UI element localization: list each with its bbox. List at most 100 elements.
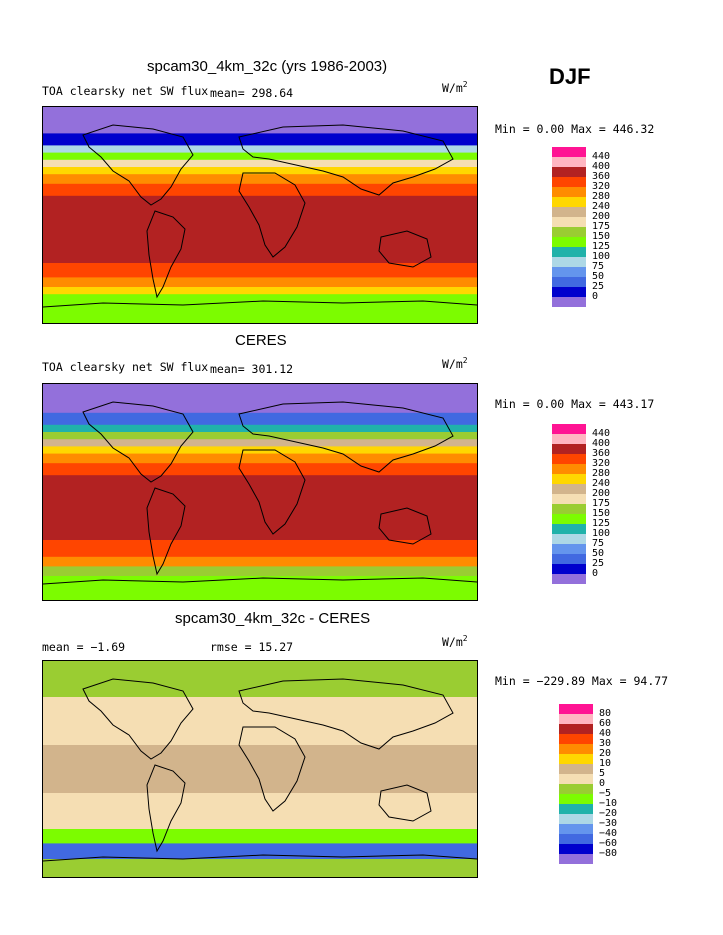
panel1-legend-swatch-9 [552,237,586,247]
panel1-legend-tick-label: 280 [592,191,611,202]
panel1-legend-swatch-4 [552,187,586,197]
panel1-band-4 [43,159,477,168]
panel1-legend-tick-label: 150 [592,231,611,242]
panel2-band-12 [43,576,477,600]
panel2-legend-swatch-6 [552,484,586,494]
panel2-legend-swatch-8 [552,504,586,514]
panel1-legend-swatch-15 [552,297,586,307]
panel2-legend-swatch-2 [552,444,586,454]
panel3-legend-swatch-10 [559,804,593,814]
panel1-legend-tick-label: 25 [592,281,605,292]
panel1-legend-swatch-1 [552,157,586,167]
season-label: DJF [549,64,591,89]
panel3-legend-tick-label: −10 [599,798,618,809]
panel2-legend-swatch-9 [552,514,586,524]
panel3-legend-swatch-14 [559,844,593,854]
panel2-title: CERES [235,332,287,349]
panel2-legend-swatch-12 [552,544,586,554]
panel3-mean: mean = −1.69 [42,640,126,654]
panel3-coastline-2 [238,678,454,750]
panel3-legend-swatch-4 [559,744,593,754]
panel1-legend-swatch-8 [552,227,586,237]
panel2-legend-tick-label: 200 [592,488,611,499]
panel3-legend-tick-label: 30 [599,738,612,749]
panel2-band-8 [43,475,477,541]
panel3-legend-swatch-13 [559,834,593,844]
panel1-band-1 [43,133,477,146]
panel2-legend-tick-label: 50 [592,548,605,559]
panel2-legend-swatch-0 [552,424,586,434]
panel1-mean: mean= 298.64 [210,86,294,100]
panel3-legend-tick-label: 80 [599,708,612,719]
panel3-legend-tick-label: −40 [599,828,618,839]
panel2-band-10 [43,556,477,567]
panel3-legend-swatch-1 [559,714,593,724]
panel2-legend-swatch-14 [552,564,586,574]
panel3-legend-tick-label: −30 [599,818,618,829]
panel1-legend-tick-label: 320 [592,181,611,192]
panel3-legend-swatch-11 [559,814,593,824]
panel1-legend-tick-label: 175 [592,221,611,232]
panel3-legend-swatch-3 [559,734,593,744]
panel3-legend-tick-label: 20 [599,748,612,759]
panel3-legend-tick-label: −60 [599,838,618,849]
panel3-band-6 [43,859,477,877]
panel2-mean: mean= 301.12 [210,362,294,376]
panel2-legend-swatch-7 [552,494,586,504]
panel3-band-1 [43,697,477,746]
panel1-legend-swatch-6 [552,207,586,217]
panel3-legend-tick-label: 10 [599,758,612,769]
panel3-legend-swatch-12 [559,824,593,834]
panel2-coastline-0 [82,401,194,483]
panel2-legend-swatch-3 [552,454,586,464]
panel2-legend-swatch-1 [552,434,586,444]
panel2-legend-tick-label: 440 [592,428,611,439]
panel2-legend-tick-label: 240 [592,478,611,489]
panel1-legend-swatch-3 [552,177,586,187]
panel3-legend-swatch-8 [559,784,593,794]
panel1-coastline-3 [238,172,306,258]
panel1-legend-tick-label: 100 [592,251,611,262]
panel2-variable: TOA clearsky net SW flux [42,360,209,374]
panel1-legend-tick-label: 75 [592,261,605,272]
panel2-coastline-3 [238,449,306,535]
panel1-legend-swatch-2 [552,167,586,177]
panel1-band-3 [43,152,477,161]
panel1-title: spcam30_4km_32c (yrs 1986-2003) [147,58,388,75]
panel3-legend-tick-label: 60 [599,718,612,729]
panel1-band-2 [43,145,477,154]
panel2-legend-swatch-13 [552,554,586,564]
panel2-map [42,383,478,601]
panel1-legend-swatch-13 [552,277,586,287]
panel2-legend-swatch-15 [552,574,586,584]
panel1-band-7 [43,183,477,197]
panel3-band-5 [43,843,477,860]
panel1-legend-tick-label: 200 [592,211,611,222]
panel1-legend-swatch-12 [552,267,586,277]
panel2-units: W/m2 [442,356,468,371]
panel1-legend: 440 400 360 320 280 240 200 175 150 125 100 75 50 25 0 [552,147,642,317]
panel2-legend-tick-label: 175 [592,498,611,509]
panel3-coastline-1 [146,764,186,853]
panel3-legend-tick-label: 40 [599,728,612,739]
panel1-legend-tick-label: 400 [592,161,611,172]
panel1-legend-tick-label: 240 [592,201,611,212]
panel3-heatmap [43,661,477,877]
panel3-legend-swatch-9 [559,794,593,804]
panel3-legend-swatch-15 [559,854,593,864]
panel2-legend-tick-label: 0 [592,568,599,579]
panel3-legend-tick-label: 0 [599,778,606,789]
panel1-band-5 [43,167,477,175]
panel3-coastline-4 [378,784,432,822]
panel2-legend: 440 400 360 320 280 240 200 175 150 125 100 75 50 25 0 [552,424,642,594]
panel1-band-12 [43,294,477,323]
panel3-band-4 [43,829,477,844]
panel2-legend-swatch-11 [552,534,586,544]
panel3-legend-tick-label: −20 [599,808,618,819]
panel1-legend-tick-label: 50 [592,271,605,282]
panel3-legend-swatch-5 [559,754,593,764]
panel1-units: W/m2 [442,80,468,95]
panel1-coastline-0 [82,124,194,206]
panel3-legend-tick-label: −80 [599,848,618,859]
panel2-band-7 [43,463,477,476]
